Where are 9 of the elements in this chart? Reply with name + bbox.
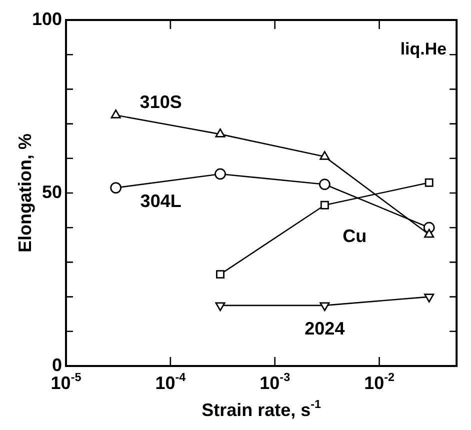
y-axis-title: Elongation, % (14, 134, 35, 252)
y-tick-label: 100 (32, 8, 62, 29)
series-label: 2024 (304, 318, 345, 338)
annotation: liq.He (400, 40, 447, 59)
series-label: 304L (140, 190, 182, 211)
y-tick-label: 0 (52, 354, 62, 375)
y-tick-label: 50 (42, 182, 62, 202)
series-label: 310S (140, 92, 182, 112)
series-label: Cu (342, 226, 367, 246)
